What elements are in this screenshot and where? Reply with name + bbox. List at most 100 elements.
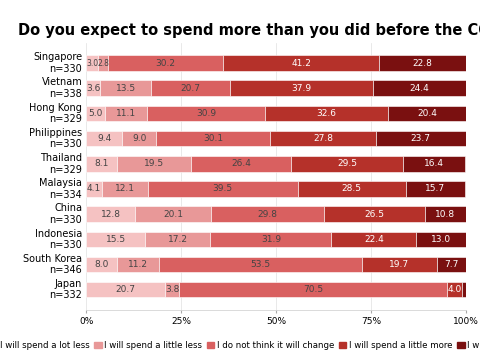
Bar xyxy=(117,257,159,272)
Text: 26.4: 26.4 xyxy=(231,159,251,168)
Bar xyxy=(373,81,466,96)
Bar xyxy=(86,81,100,96)
Bar xyxy=(117,156,191,172)
Text: 17.2: 17.2 xyxy=(168,235,188,244)
Bar xyxy=(331,231,416,247)
Text: 20.7: 20.7 xyxy=(180,84,201,93)
Text: 32.6: 32.6 xyxy=(316,109,336,118)
Text: 29.5: 29.5 xyxy=(337,159,357,168)
Text: Do you expect to spend more than you did before the COVID pandemic?: Do you expect to spend more than you did… xyxy=(18,23,480,38)
Text: 13.5: 13.5 xyxy=(116,84,136,93)
Text: 26.5: 26.5 xyxy=(364,210,384,219)
Bar xyxy=(425,206,466,222)
Text: 4.0: 4.0 xyxy=(447,285,461,294)
Bar xyxy=(86,181,102,197)
Bar xyxy=(86,231,145,247)
Text: 20.1: 20.1 xyxy=(163,210,183,219)
Text: 29.8: 29.8 xyxy=(258,210,277,219)
Bar xyxy=(102,181,148,197)
Text: 2.8: 2.8 xyxy=(97,59,109,68)
Bar xyxy=(98,55,108,71)
Text: 10.8: 10.8 xyxy=(435,210,455,219)
Text: 3.8: 3.8 xyxy=(165,285,180,294)
Bar xyxy=(191,156,291,172)
Bar xyxy=(211,206,324,222)
Legend: I will spend a lot less, I will spend a little less, I do not think it will chan: I will spend a lot less, I will spend a … xyxy=(0,338,480,354)
Bar xyxy=(180,282,446,297)
Bar xyxy=(462,282,466,297)
Bar xyxy=(100,81,151,96)
Bar xyxy=(86,131,122,147)
Bar xyxy=(86,257,117,272)
Text: 23.7: 23.7 xyxy=(411,134,431,143)
Bar xyxy=(86,156,117,172)
Text: 53.5: 53.5 xyxy=(251,260,271,269)
Bar xyxy=(145,231,210,247)
Bar xyxy=(416,231,466,247)
Text: 22.4: 22.4 xyxy=(364,235,384,244)
Text: 5.0: 5.0 xyxy=(89,109,103,118)
Text: 4.1: 4.1 xyxy=(87,184,101,193)
Bar xyxy=(388,105,466,121)
Text: 11.2: 11.2 xyxy=(128,260,148,269)
Text: 19.7: 19.7 xyxy=(389,260,409,269)
Text: 12.1: 12.1 xyxy=(115,184,135,193)
Text: 28.5: 28.5 xyxy=(342,184,361,193)
Bar xyxy=(270,131,376,147)
Bar xyxy=(86,55,98,71)
Bar xyxy=(148,181,298,197)
Bar xyxy=(210,231,331,247)
Text: 15.5: 15.5 xyxy=(106,235,126,244)
Bar xyxy=(291,156,403,172)
Text: 24.4: 24.4 xyxy=(410,84,430,93)
Bar xyxy=(298,181,406,197)
Bar xyxy=(403,156,465,172)
Text: 20.7: 20.7 xyxy=(116,285,136,294)
Bar xyxy=(159,257,362,272)
Bar xyxy=(362,257,437,272)
Text: 15.7: 15.7 xyxy=(425,184,445,193)
Text: 30.1: 30.1 xyxy=(203,134,223,143)
Text: 30.9: 30.9 xyxy=(196,109,216,118)
Bar xyxy=(165,282,180,297)
Text: 30.2: 30.2 xyxy=(156,59,176,68)
Text: 37.9: 37.9 xyxy=(291,84,312,93)
Bar xyxy=(108,55,223,71)
Bar xyxy=(324,206,425,222)
Text: 27.8: 27.8 xyxy=(313,134,333,143)
Text: 41.2: 41.2 xyxy=(291,59,311,68)
Text: 16.4: 16.4 xyxy=(424,159,444,168)
Text: 9.4: 9.4 xyxy=(97,134,111,143)
Bar xyxy=(147,105,264,121)
Bar xyxy=(406,181,465,197)
Bar xyxy=(86,105,105,121)
Bar xyxy=(86,282,165,297)
Bar xyxy=(105,105,147,121)
Text: 19.5: 19.5 xyxy=(144,159,164,168)
Text: 7.7: 7.7 xyxy=(444,260,458,269)
Bar xyxy=(230,81,373,96)
Bar xyxy=(151,81,230,96)
Text: 3.6: 3.6 xyxy=(86,84,100,93)
Bar xyxy=(86,206,135,222)
Text: 8.1: 8.1 xyxy=(95,159,109,168)
Bar xyxy=(446,282,462,297)
Text: 12.8: 12.8 xyxy=(101,210,120,219)
Text: 3.0: 3.0 xyxy=(86,59,98,68)
Text: 13.0: 13.0 xyxy=(431,235,451,244)
Bar xyxy=(122,131,156,147)
Bar xyxy=(264,105,388,121)
Text: 70.5: 70.5 xyxy=(303,285,323,294)
Text: 39.5: 39.5 xyxy=(213,184,233,193)
Text: 20.4: 20.4 xyxy=(417,109,437,118)
Bar xyxy=(379,55,466,71)
Text: 22.8: 22.8 xyxy=(412,59,432,68)
Text: 31.9: 31.9 xyxy=(261,235,281,244)
Bar xyxy=(156,131,270,147)
Bar xyxy=(135,206,211,222)
Text: 9.0: 9.0 xyxy=(132,134,146,143)
Text: 8.0: 8.0 xyxy=(95,260,109,269)
Bar xyxy=(437,257,466,272)
Text: 11.1: 11.1 xyxy=(116,109,136,118)
Bar xyxy=(376,131,466,147)
